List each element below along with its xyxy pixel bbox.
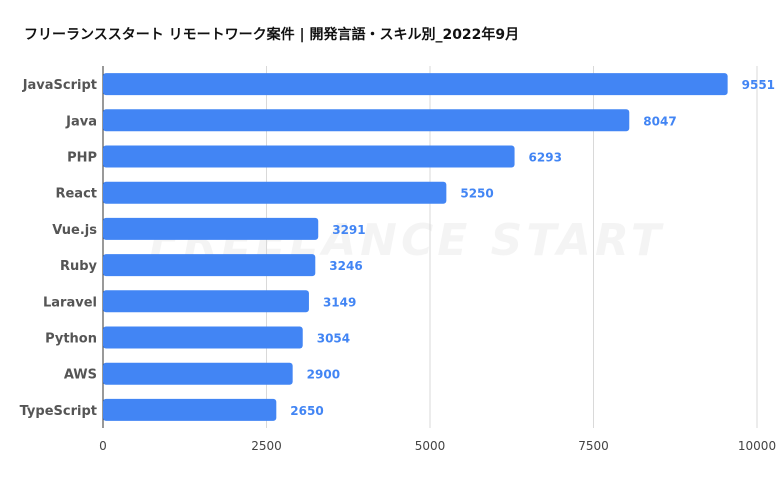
data-label: 3246 [329,259,362,273]
data-label: 3149 [323,295,356,309]
bar [103,145,515,168]
bar [103,73,728,96]
data-label: 3054 [317,332,350,346]
chart-title: フリーランススタート リモートワーク案件 | 開発言語・スキル別_2022年9月 [24,27,520,43]
bar [103,362,293,385]
bar [103,290,309,313]
bar [103,217,319,240]
x-tick-label: 7500 [578,439,609,453]
category-label: Ruby [60,259,98,274]
category-label: Python [45,332,97,347]
category-label: TypeScript [20,404,97,419]
x-tick-label: 5000 [415,439,446,453]
x-tick-label: 10000 [738,439,776,453]
data-label: 2900 [307,368,340,382]
bar [103,398,277,421]
category-label: Laravel [43,295,97,310]
data-label: 5250 [460,187,493,201]
x-tick-label: 2500 [251,439,282,453]
bar [103,326,303,349]
bar [103,109,630,132]
data-label: 3291 [332,223,365,237]
category-label: Vue.js [52,223,97,238]
x-tick-label: 0 [99,439,107,453]
data-label: 8047 [643,114,676,128]
category-label: React [55,187,97,202]
data-label: 9551 [742,78,775,92]
category-label: PHP [67,151,97,166]
data-label: 2650 [290,404,323,418]
category-label: Java [65,114,97,129]
category-label: JavaScript [22,78,97,93]
bar [103,254,316,277]
bar [103,181,447,204]
data-label: 6293 [529,151,562,165]
category-label: AWS [64,368,97,383]
